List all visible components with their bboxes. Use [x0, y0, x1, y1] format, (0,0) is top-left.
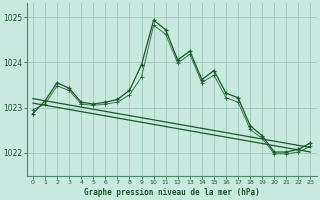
X-axis label: Graphe pression niveau de la mer (hPa): Graphe pression niveau de la mer (hPa) — [84, 188, 260, 197]
